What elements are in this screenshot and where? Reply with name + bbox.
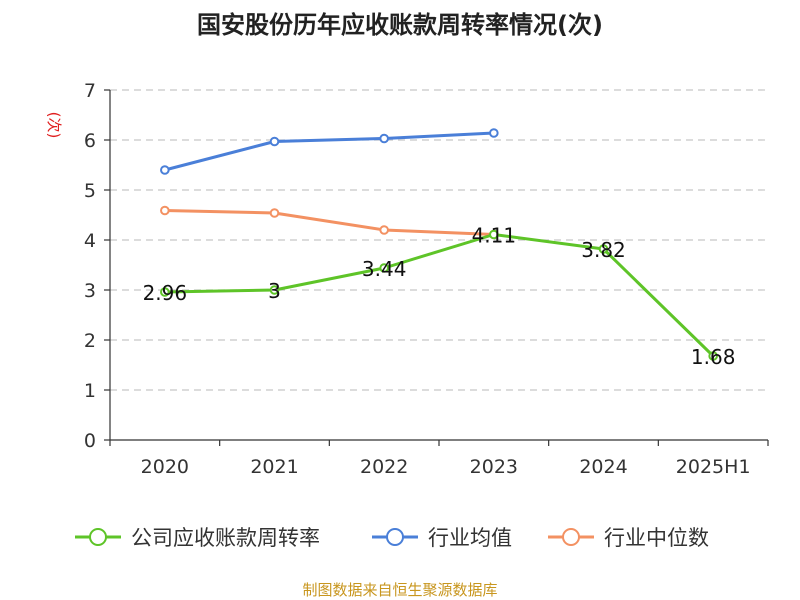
data-point — [269, 208, 280, 218]
data-point — [598, 244, 609, 254]
data-point — [269, 136, 280, 147]
data-label: 3 — [268, 279, 281, 303]
y-tick-label: 1 — [84, 380, 96, 402]
data-point — [708, 351, 718, 361]
data-label: 2.96 — [143, 281, 188, 305]
data-point — [379, 263, 389, 273]
data-point — [379, 225, 389, 235]
data-label: 1.68 — [691, 345, 736, 369]
y-tick-label: 4 — [84, 230, 96, 252]
legend-label: 行业均值 — [428, 526, 512, 550]
source-note: 制图数据来自恒生聚源数据库 — [302, 581, 497, 599]
y-tick-label: 6 — [84, 130, 96, 152]
legend-item-1: 行业均值 — [372, 526, 512, 550]
data-point — [160, 287, 170, 297]
series — [160, 128, 718, 361]
grid — [110, 89, 768, 391]
series-line-0 — [164, 233, 715, 358]
data-label: 3.44 — [362, 257, 407, 281]
data-point — [489, 229, 499, 240]
y-tick-label: 0 — [84, 430, 96, 452]
x-tick-label: 2023 — [470, 456, 518, 478]
data-point — [160, 205, 170, 216]
series-line-2 — [164, 209, 494, 236]
x-tick-label: 2025H1 — [676, 456, 751, 478]
data-label: 4.11 — [472, 224, 517, 248]
y-axis-label: (次) — [45, 112, 63, 139]
y-tick-label: 3 — [84, 280, 96, 302]
y-tick-label: 7 — [84, 80, 96, 102]
x-tick-label: 2020 — [141, 456, 189, 478]
x-tick-label: 2021 — [250, 456, 298, 478]
legend-swatch-marker — [89, 528, 107, 546]
legend-item-0: 公司应收账款周转率 — [75, 526, 320, 550]
series-line-1 — [164, 131, 494, 172]
y-tick-label: 2 — [84, 330, 96, 352]
data-point — [269, 285, 280, 295]
data-point — [489, 128, 499, 138]
y-tick-label: 5 — [84, 180, 96, 202]
legend: 公司应收账款周转率 行业均值 行业中位数 — [75, 526, 709, 550]
legend-label: 公司应收账款周转率 — [131, 526, 320, 550]
x-tick-label: 2024 — [579, 456, 627, 478]
data-label: 3.82 — [581, 238, 626, 262]
axes: 0 1 2 3 4 5 6 7 2020 2021 2022 2023 2024 2025H1 — [84, 80, 769, 478]
data-labels: 2.96 3 3.44 4.11 3.82 1.68 — [143, 224, 736, 370]
legend-swatch-marker — [386, 528, 404, 546]
data-point — [160, 165, 170, 175]
legend-swatch-marker — [562, 528, 580, 546]
data-point — [379, 133, 389, 144]
legend-item-2: 行业中位数 — [548, 526, 709, 550]
legend-label: 行业中位数 — [604, 526, 709, 550]
x-tick-label: 2022 — [360, 456, 408, 478]
chart-title: 国安股份历年应收账款周转率情况(次) — [197, 11, 603, 39]
